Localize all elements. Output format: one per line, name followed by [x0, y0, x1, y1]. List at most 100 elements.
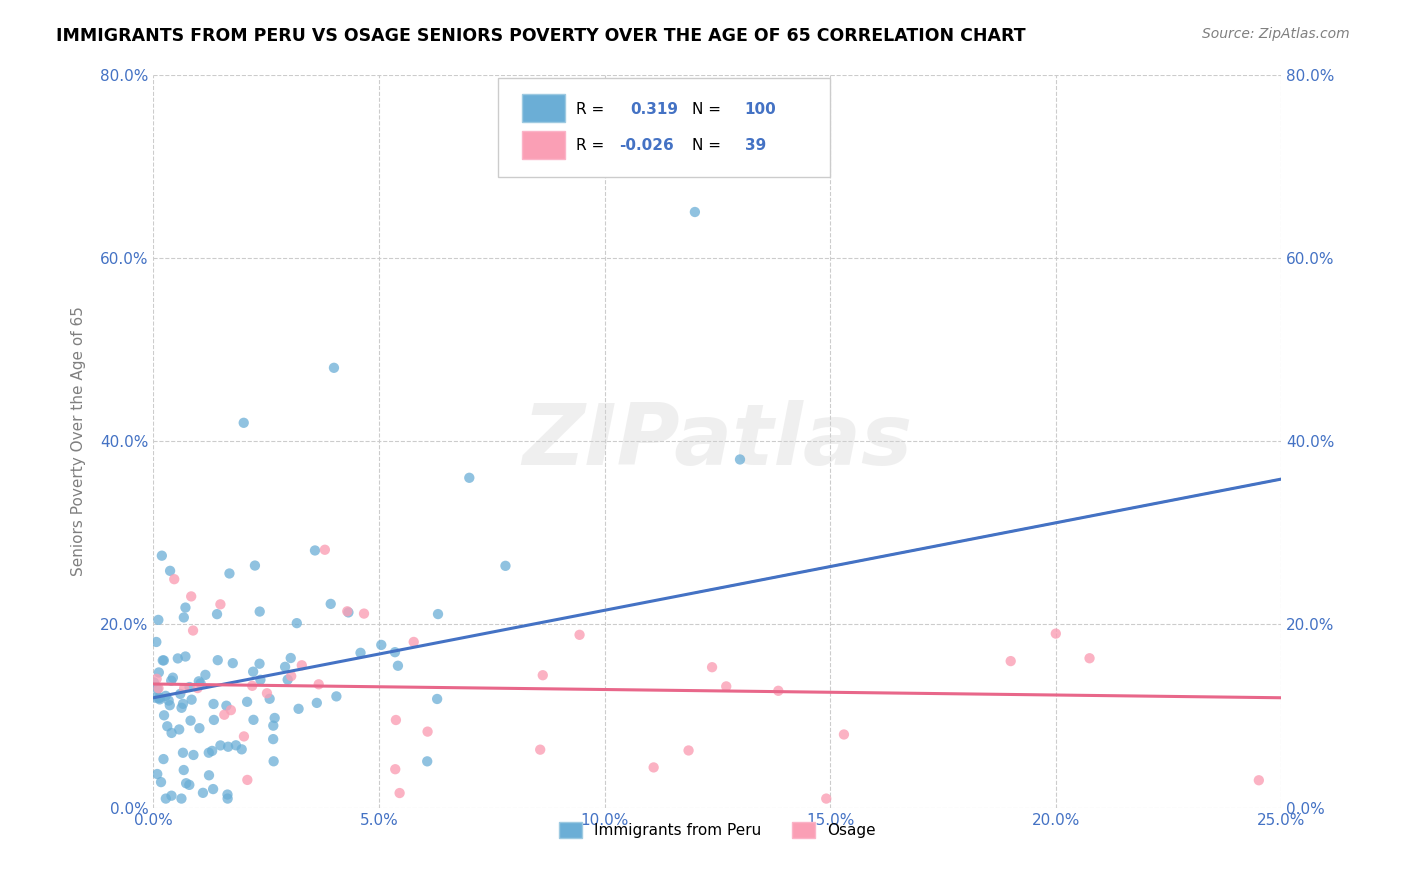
- FancyBboxPatch shape: [522, 95, 565, 122]
- Point: [388, 786, 411, 800]
- Point: [274, 660, 297, 674]
- Point: [325, 690, 347, 704]
- Point: [416, 724, 439, 739]
- Point: [146, 682, 169, 697]
- Point: [458, 471, 481, 485]
- Point: [179, 680, 201, 694]
- Point: [304, 543, 326, 558]
- Point: [166, 651, 188, 665]
- Point: [173, 681, 195, 696]
- Point: [242, 713, 264, 727]
- Point: [1000, 654, 1022, 668]
- Point: [179, 778, 201, 792]
- Point: [387, 658, 409, 673]
- Point: [145, 690, 167, 705]
- Point: [148, 613, 170, 627]
- Point: [1247, 773, 1270, 788]
- Point: [209, 597, 232, 611]
- Point: [236, 695, 259, 709]
- Text: R =: R =: [576, 138, 605, 153]
- Point: [427, 607, 450, 621]
- Point: [174, 600, 197, 615]
- Point: [263, 711, 285, 725]
- Point: [683, 205, 706, 219]
- Point: [240, 679, 263, 693]
- Point: [174, 776, 197, 790]
- Point: [217, 788, 239, 802]
- Point: [217, 791, 239, 805]
- Point: [262, 732, 284, 747]
- Point: [207, 653, 229, 667]
- Point: [170, 791, 193, 805]
- Point: [495, 558, 517, 573]
- Point: [159, 698, 181, 713]
- Point: [222, 656, 245, 670]
- Point: [150, 549, 173, 563]
- Point: [385, 713, 408, 727]
- Point: [280, 651, 302, 665]
- Point: [180, 590, 202, 604]
- Point: [201, 744, 224, 758]
- Point: [349, 646, 371, 660]
- Point: [148, 691, 170, 706]
- Point: [529, 742, 551, 756]
- Point: [678, 743, 700, 757]
- Text: Source: ZipAtlas.com: Source: ZipAtlas.com: [1202, 27, 1350, 41]
- Text: N =: N =: [692, 138, 720, 153]
- Point: [815, 791, 838, 805]
- Point: [149, 690, 172, 705]
- Point: [205, 607, 228, 622]
- Point: [370, 638, 392, 652]
- Text: R =: R =: [576, 103, 605, 117]
- Point: [218, 566, 240, 581]
- Point: [262, 719, 284, 733]
- Text: N =: N =: [692, 103, 720, 117]
- Point: [568, 628, 591, 642]
- Point: [180, 714, 202, 728]
- Point: [243, 558, 266, 573]
- Text: ZIPatlas: ZIPatlas: [522, 400, 912, 483]
- Point: [173, 610, 195, 624]
- Point: [308, 677, 330, 691]
- Point: [155, 791, 177, 805]
- Point: [163, 572, 186, 586]
- Point: [150, 775, 173, 789]
- Point: [169, 687, 191, 701]
- Point: [156, 719, 179, 733]
- Point: [172, 697, 194, 711]
- Text: 100: 100: [745, 103, 776, 117]
- Point: [337, 606, 360, 620]
- Point: [181, 624, 204, 638]
- Point: [225, 739, 247, 753]
- Text: -0.026: -0.026: [619, 138, 673, 153]
- Point: [214, 707, 236, 722]
- Point: [384, 762, 406, 776]
- Point: [728, 452, 751, 467]
- Point: [160, 673, 183, 688]
- Point: [353, 607, 375, 621]
- Point: [291, 658, 314, 673]
- Text: IMMIGRANTS FROM PERU VS OSAGE SENIORS POVERTY OVER THE AGE OF 65 CORRELATION CHA: IMMIGRANTS FROM PERU VS OSAGE SENIORS PO…: [56, 27, 1026, 45]
- Point: [155, 689, 177, 703]
- Point: [219, 703, 242, 717]
- Point: [700, 660, 723, 674]
- Point: [716, 680, 738, 694]
- Point: [249, 657, 271, 671]
- Point: [832, 727, 855, 741]
- Point: [242, 665, 264, 679]
- Point: [287, 702, 309, 716]
- Point: [277, 673, 299, 687]
- Point: [157, 693, 180, 707]
- Point: [142, 675, 165, 690]
- Point: [194, 668, 217, 682]
- Point: [188, 721, 211, 735]
- Point: [249, 605, 271, 619]
- Point: [314, 542, 336, 557]
- Point: [426, 692, 449, 706]
- Point: [232, 730, 254, 744]
- Point: [280, 669, 302, 683]
- FancyBboxPatch shape: [498, 78, 830, 178]
- Point: [402, 635, 425, 649]
- Point: [145, 672, 167, 686]
- Point: [145, 635, 167, 649]
